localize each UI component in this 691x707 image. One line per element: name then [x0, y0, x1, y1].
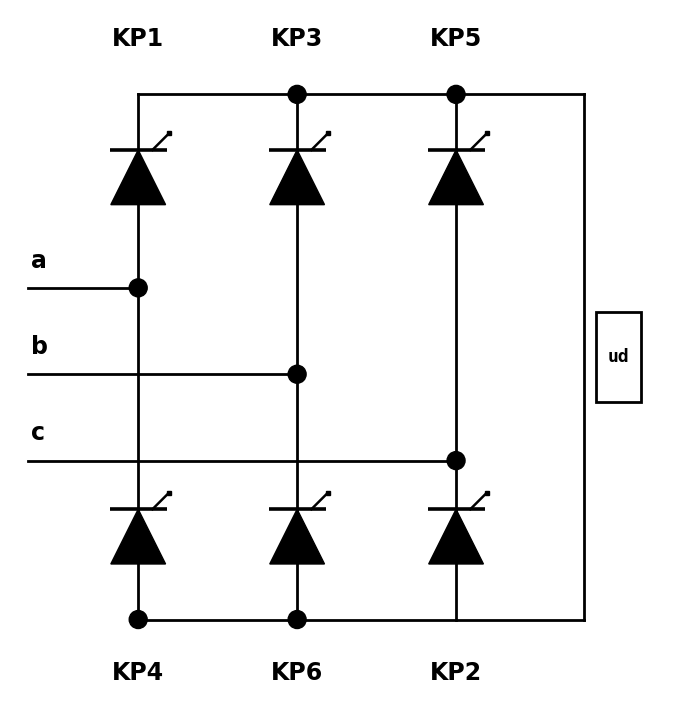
Polygon shape [111, 509, 166, 564]
Polygon shape [269, 150, 325, 204]
Polygon shape [269, 509, 325, 564]
Text: b: b [31, 335, 48, 359]
Polygon shape [428, 509, 484, 564]
Circle shape [447, 86, 465, 103]
Text: c: c [31, 421, 45, 445]
Text: KP2: KP2 [430, 661, 482, 685]
Circle shape [288, 86, 306, 103]
Circle shape [288, 611, 306, 629]
Text: a: a [31, 249, 47, 273]
Text: ud: ud [607, 348, 630, 366]
Text: KP5: KP5 [430, 27, 482, 51]
Polygon shape [428, 150, 484, 204]
Polygon shape [111, 150, 166, 204]
FancyBboxPatch shape [596, 312, 641, 402]
Circle shape [447, 452, 465, 469]
Text: KP4: KP4 [112, 661, 164, 685]
Circle shape [129, 279, 147, 297]
Text: KP3: KP3 [271, 27, 323, 51]
Text: KP6: KP6 [271, 661, 323, 685]
Circle shape [288, 366, 306, 383]
Circle shape [129, 611, 147, 629]
Text: KP1: KP1 [112, 27, 164, 51]
